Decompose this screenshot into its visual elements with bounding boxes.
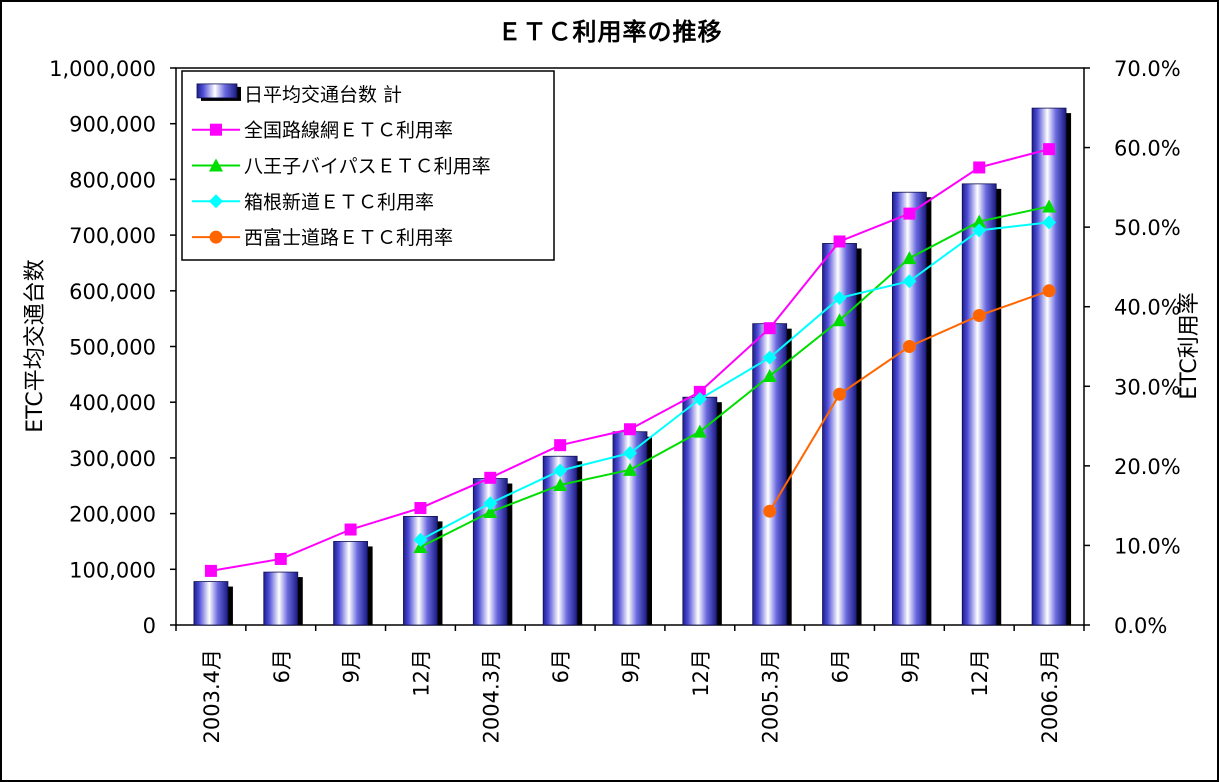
series-point: [483, 496, 498, 511]
legend: 日平均交通台数 計全国路線網ＥＴＣ利用率八王子バイパスＥＴＣ利用率箱根新道ＥＴＣ…: [181, 70, 555, 261]
legend-label: 全国路線網ＥＴＣ利用率: [244, 120, 453, 142]
y-tick-label: 0: [143, 614, 156, 638]
y-tick-label: 600,000: [69, 280, 156, 304]
bar: [752, 323, 788, 626]
y2-tick-label: 30.0%: [1114, 375, 1181, 399]
series-point: [1042, 215, 1057, 230]
y-tick-label: 700,000: [69, 224, 156, 248]
bar: [333, 541, 369, 626]
x-tick-label: 12月: [689, 649, 713, 697]
x-tick-label: 12月: [968, 649, 992, 697]
bar: [891, 191, 927, 626]
series-point: [1042, 284, 1056, 298]
y2-tick-label: 40.0%: [1114, 296, 1181, 320]
y2-axis-title: ETC利用率: [1177, 292, 1202, 399]
y2-tick-label: 70.0%: [1114, 57, 1181, 81]
bar: [961, 183, 997, 626]
series-point: [902, 340, 916, 353]
series-point: [413, 532, 428, 547]
series-point: [623, 446, 637, 461]
series-point: [833, 235, 846, 248]
y-tick-label: 300,000: [69, 447, 156, 471]
series-point: [554, 439, 567, 452]
y-tick-label: 900,000: [69, 113, 156, 137]
chart-title: ＥＴＣ利用率の推移: [498, 18, 723, 46]
bar: [612, 431, 648, 626]
series-line: [420, 205, 1050, 548]
x-tick-label: 6月: [270, 649, 294, 683]
series-point: [762, 350, 777, 365]
legend-box: [181, 70, 555, 261]
series-point: [972, 223, 987, 238]
series-point: [762, 368, 777, 382]
series-point: [344, 523, 357, 536]
series-point: [693, 385, 706, 398]
x-tick-label: 12月: [409, 649, 433, 697]
series-point: [973, 161, 986, 174]
bar: [1031, 107, 1067, 626]
series-point: [1042, 199, 1057, 213]
x-tick-label: 6月: [829, 649, 853, 683]
series-point: [972, 308, 986, 322]
legend-marker: [209, 194, 223, 209]
bar: [263, 571, 299, 626]
series-point: [483, 505, 498, 519]
series-point: [692, 424, 707, 438]
x-tick-label: 9月: [619, 649, 643, 683]
y-tick-label: 400,000: [69, 391, 156, 415]
legend-label-bars: 日平均交通台数 計: [244, 84, 402, 106]
legend-label: 西富士道路ＥＴＣ利用率: [244, 227, 453, 249]
legend-marker: [209, 158, 223, 172]
series-point: [902, 274, 917, 289]
legend-label: 箱根新道ＥＴＣ利用率: [244, 191, 434, 213]
legend-marker: [210, 123, 222, 136]
series-point: [623, 462, 637, 476]
y-tick-label: 500,000: [69, 336, 156, 360]
x-tick-label: 9月: [898, 649, 922, 683]
series-point: [763, 504, 777, 518]
series-point: [624, 423, 636, 436]
legend-marker: [209, 230, 223, 244]
y2-tick-label: 10.0%: [1114, 534, 1181, 558]
x-tick-label: 2004.3月: [479, 649, 503, 743]
series-point: [414, 502, 427, 515]
y-tick-label: 200,000: [69, 503, 156, 527]
series-point: [833, 387, 847, 401]
bar: [193, 581, 229, 626]
series-point: [832, 290, 847, 305]
plot-area: 0 100,000 200,000 300,000 400,000 500,000 600,…: [49, 57, 1181, 743]
series-point: [1043, 143, 1056, 156]
y-axis-title: ETC平均交通台数: [23, 259, 48, 432]
x-tick-label: 9月: [340, 649, 364, 683]
x-tick-label: 2005.3月: [759, 649, 783, 743]
legend-bar-swatch: [196, 83, 238, 99]
legend-label: 八王子バイパスＥＴＣ利用率: [244, 156, 491, 178]
series-point: [553, 477, 568, 491]
series-point: [274, 552, 287, 565]
x-tick-label: 2006.3月: [1038, 649, 1062, 743]
y-tick-label: 100,000: [69, 558, 156, 582]
y2-tick-label: 0.0%: [1114, 614, 1167, 638]
series-point: [692, 392, 707, 407]
y2-tick-label: 50.0%: [1114, 216, 1181, 240]
series-point: [972, 214, 987, 228]
y2-tick-label: 20.0%: [1114, 455, 1181, 479]
x-tick-label: 6月: [549, 649, 573, 683]
series-point: [902, 251, 917, 265]
bar: [682, 396, 718, 626]
series-point: [553, 463, 568, 478]
series-line: [419, 221, 1050, 541]
y-tick-label: 1,000,000: [49, 57, 156, 81]
series-point: [484, 471, 497, 484]
series-point: [204, 564, 217, 577]
x-tick-label: 2003.4月: [200, 649, 224, 743]
series-point: [832, 313, 847, 327]
y2-tick-label: 60.0%: [1114, 137, 1181, 161]
y-tick-label: 800,000: [69, 168, 156, 192]
series-point: [763, 322, 776, 335]
series-point: [903, 207, 916, 220]
